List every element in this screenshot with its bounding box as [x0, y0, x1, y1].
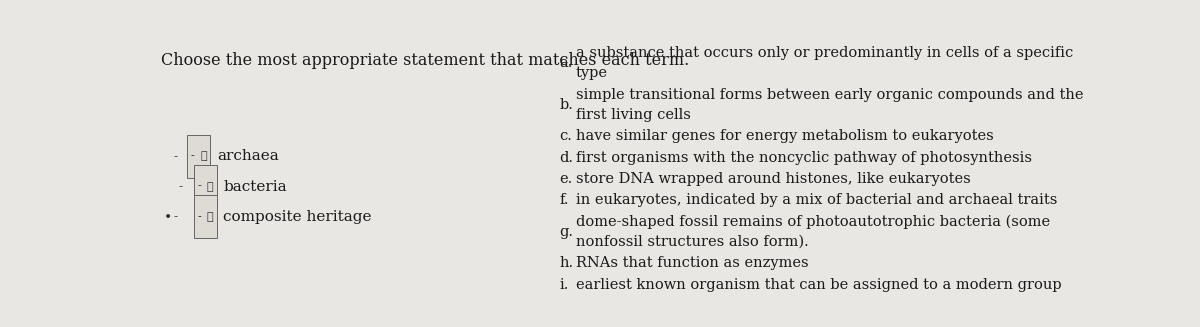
Text: f.: f. [559, 193, 569, 207]
Text: -: - [179, 180, 182, 193]
Text: •: • [163, 210, 172, 224]
Text: ✓: ✓ [206, 212, 214, 222]
Text: b.: b. [559, 98, 574, 112]
Text: i.: i. [559, 278, 569, 292]
Text: first living cells: first living cells [576, 108, 691, 122]
Text: ✓: ✓ [200, 151, 206, 161]
FancyBboxPatch shape [187, 135, 210, 178]
Text: dome-shaped fossil remains of photoautotrophic bacteria (some: dome-shaped fossil remains of photoautot… [576, 215, 1050, 229]
Text: -: - [174, 150, 178, 163]
Text: d.: d. [559, 150, 574, 164]
Text: type: type [576, 66, 608, 80]
Text: RNAs that function as enzymes: RNAs that function as enzymes [576, 256, 809, 270]
Text: bacteria: bacteria [223, 180, 287, 194]
Text: ✓: ✓ [206, 181, 214, 192]
Text: composite heritage: composite heritage [223, 210, 372, 224]
Text: have similar genes for energy metabolism to eukaryotes: have similar genes for energy metabolism… [576, 129, 994, 143]
Text: nonfossil structures also form).: nonfossil structures also form). [576, 235, 809, 249]
Text: a substance that occurs only or predominantly in cells of a specific: a substance that occurs only or predomin… [576, 46, 1073, 60]
FancyBboxPatch shape [193, 195, 217, 238]
Text: g.: g. [559, 225, 574, 239]
Text: -: - [198, 212, 202, 222]
Text: simple transitional forms between early organic compounds and the: simple transitional forms between early … [576, 88, 1084, 102]
Text: earliest known organism that can be assigned to a modern group: earliest known organism that can be assi… [576, 278, 1062, 292]
Text: Choose the most appropriate statement that matches each term.: Choose the most appropriate statement th… [161, 52, 690, 69]
Text: first organisms with the noncyclic pathway of photosynthesis: first organisms with the noncyclic pathw… [576, 150, 1032, 164]
Text: archaea: archaea [217, 149, 278, 163]
Text: -: - [198, 181, 202, 192]
Text: c.: c. [559, 129, 572, 143]
FancyBboxPatch shape [193, 165, 217, 208]
Text: in eukaryotes, indicated by a mix of bacterial and archaeal traits: in eukaryotes, indicated by a mix of bac… [576, 193, 1057, 207]
Text: h.: h. [559, 256, 574, 270]
Text: a.: a. [559, 56, 572, 70]
Text: e.: e. [559, 172, 572, 186]
Text: store DNA wrapped around histones, like eukaryotes: store DNA wrapped around histones, like … [576, 172, 971, 186]
Text: -: - [191, 151, 194, 161]
Text: -: - [174, 210, 178, 223]
